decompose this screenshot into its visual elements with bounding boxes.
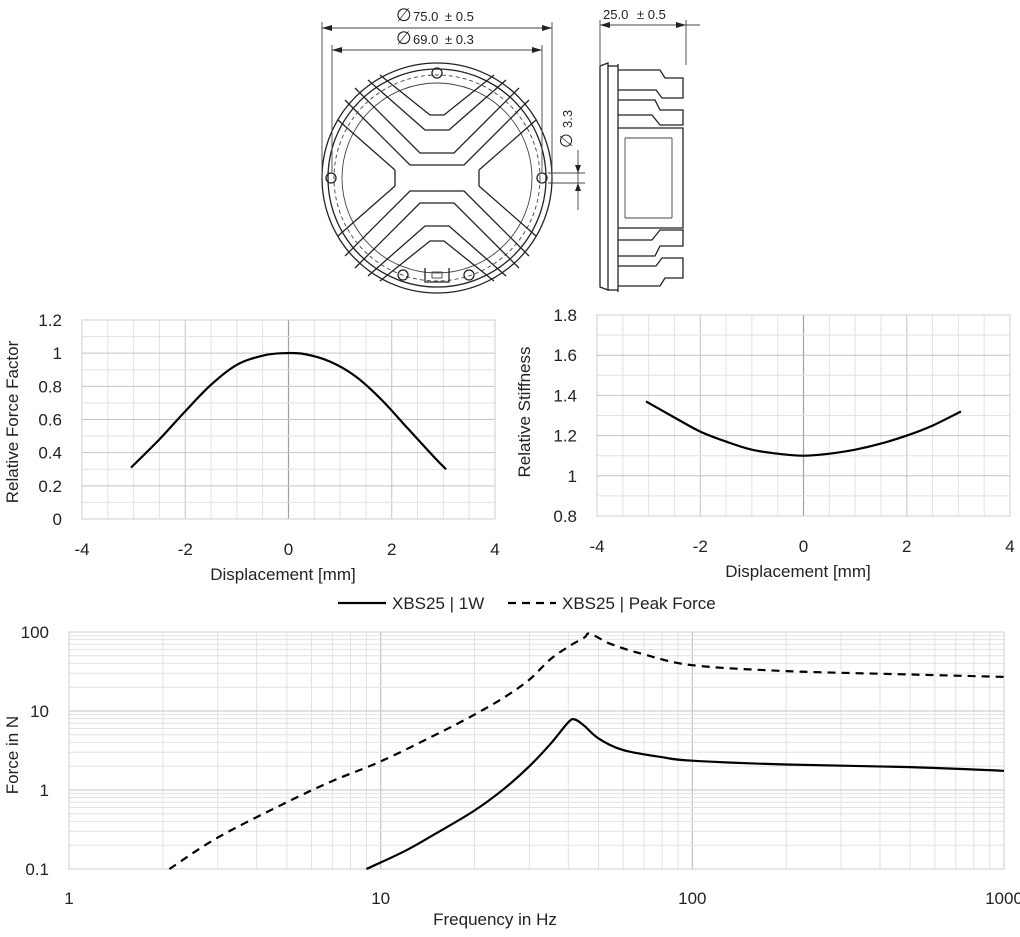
y-tick-label: 0.6 — [38, 411, 62, 430]
x-tick-label: 10 — [371, 889, 390, 908]
y-tick-label: 0.4 — [38, 444, 62, 463]
x-tick-label: 1 — [64, 889, 73, 908]
depth-value: 25.0 — [603, 7, 628, 22]
diameter-symbol-inner: ∅ — [396, 28, 412, 48]
stiffness-y-label: Relative Stiffness — [515, 346, 534, 477]
force-frequency-chart: 1 10 100 1000 0.1 1 10 100 Frequency in Hz For… — [3, 623, 1020, 929]
y-tick-label: 1.4 — [553, 386, 577, 405]
stiffness-grid — [596, 314, 1011, 517]
stiffness-curve — [645, 400, 962, 457]
force-frequency-frame — [68, 631, 1005, 870]
x-tick-label: 4 — [490, 540, 499, 559]
y-tick-label: 1.2 — [38, 311, 62, 330]
stiffness-x-label: Displacement [mm] — [725, 562, 870, 581]
diameter-symbol-hole: ∅ — [557, 133, 576, 148]
force-factor-curve — [130, 351, 447, 471]
technical-drawing: ∅ 75.0 ± 0.5 ∅ 69.0 ± 0.3 ∅ 3.3 — [321, 5, 700, 294]
inner-diameter-tolerance: ± 0.3 — [445, 32, 474, 47]
y-tick-label: 0.2 — [38, 477, 62, 496]
y-tick-label: 1 — [53, 344, 62, 363]
y-tick-label: 0.8 — [38, 377, 62, 396]
force-factor-chart: -4 -2 0 2 4 0 0.2 0.4 0.6 0.8 1 1.2 Displacement [… — [3, 311, 500, 584]
terminal-tab — [424, 268, 450, 283]
dimension-outer: ∅ 75.0 ± 0.5 — [321, 5, 553, 178]
force-factor-grid — [81, 319, 496, 520]
outer-diameter-tolerance: ± 0.5 — [445, 9, 474, 24]
dimension-hole: ∅ 3.3 — [548, 110, 585, 210]
mount-hole-top — [431, 67, 443, 79]
force-frequency-grid — [68, 631, 1005, 870]
x-tick-label: 2 — [387, 540, 396, 559]
dimension-inner: ∅ 69.0 ± 0.3 — [331, 28, 543, 172]
inner-diameter-value: 69.0 — [413, 32, 438, 47]
y-tick-label: 1 — [568, 467, 577, 486]
mount-hole-left — [325, 172, 337, 184]
terminal-slot — [431, 271, 443, 279]
stiffness-chart: -4 -2 0 2 4 0.8 1 1.2 1.4 1.6 1.8 Displacement [m… — [515, 306, 1015, 581]
mount-hole-bottom-left — [397, 269, 409, 281]
force-frequency-x-label: Frequency in Hz — [433, 910, 557, 929]
x-tick-label: -4 — [589, 537, 604, 556]
force-factor-x-ticks: -4 -2 0 2 4 — [74, 540, 499, 559]
hole-diameter-value: 3.3 — [560, 110, 575, 128]
mount-hole-right — [536, 172, 548, 184]
x-tick-label: -4 — [74, 540, 89, 559]
force-factor-x-label: Displacement [mm] — [210, 565, 355, 584]
y-tick-label: 1.8 — [553, 306, 577, 325]
x-tick-label: 0 — [284, 540, 293, 559]
force-factor-y-label: Relative Force Factor — [3, 340, 22, 503]
y-tick-label: 100 — [21, 623, 49, 642]
outer-rim-outer — [321, 62, 553, 294]
x-tick-label: 100 — [678, 889, 706, 908]
y-tick-label: 1.6 — [553, 346, 577, 365]
x-tick-label: 4 — [1005, 537, 1014, 556]
front-view — [321, 62, 553, 294]
x-tick-label: -2 — [178, 540, 193, 559]
diameter-symbol: ∅ — [396, 5, 412, 25]
side-view: 25.0 ± 0.5 — [599, 7, 700, 292]
y-tick-label: 10 — [30, 702, 49, 721]
mount-hole-bottom-right — [463, 269, 475, 281]
stiffness-x-ticks: -4 -2 0 2 4 — [589, 537, 1014, 556]
stiffness-frame — [596, 314, 1011, 517]
y-tick-label: 0.8 — [553, 507, 577, 526]
x-tick-label: 1000 — [985, 889, 1020, 908]
bolt-circle — [333, 74, 541, 282]
legend-entry-peak-force: XBS25 | Peak Force — [562, 594, 716, 613]
force-1w-curve — [365, 717, 1005, 870]
force-factor-frame — [81, 319, 496, 520]
force-frequency-y-label: Force in N — [3, 716, 22, 794]
outer-rim-inner — [327, 68, 547, 288]
x-tick-label: -2 — [693, 537, 708, 556]
y-tick-label: 0.1 — [25, 860, 49, 879]
inner-ring — [341, 82, 533, 274]
y-tick-label: 1 — [40, 781, 49, 800]
stiffness-y-ticks: 0.8 1 1.2 1.4 1.6 1.8 — [553, 306, 577, 526]
legend: XBS25 | 1W XBS25 | Peak Force — [338, 594, 716, 613]
depth-tolerance: ± 0.5 — [637, 7, 666, 22]
outer-diameter-value: 75.0 — [413, 9, 438, 24]
force-factor-y-ticks: 0 0.2 0.4 0.6 0.8 1 1.2 — [38, 311, 62, 529]
y-tick-label: 1.2 — [553, 427, 577, 446]
legend-entry-1w: XBS25 | 1W — [392, 594, 484, 613]
y-tick-label: 0 — [53, 510, 62, 529]
peak-force-curve — [168, 632, 1005, 870]
x-pattern — [337, 74, 537, 282]
x-tick-label: 0 — [799, 537, 808, 556]
force-frequency-x-ticks: 1 10 100 1000 — [64, 889, 1020, 908]
x-tick-label: 2 — [902, 537, 911, 556]
force-frequency-y-ticks: 0.1 1 10 100 — [21, 623, 49, 879]
